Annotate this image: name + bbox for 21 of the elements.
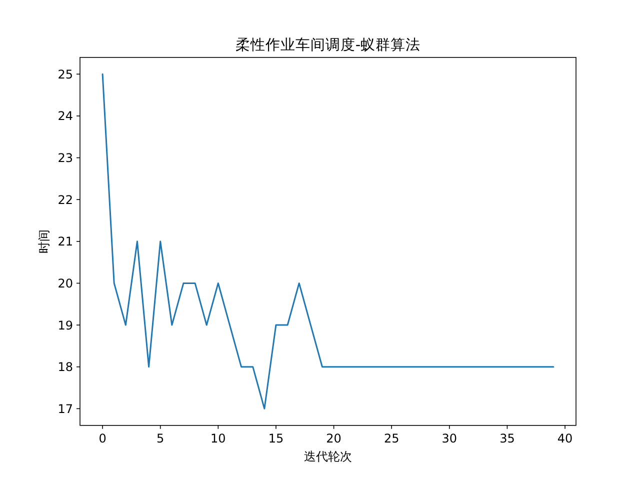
x-tick-label: 20 [326, 431, 342, 446]
y-tick-label: 24 [58, 109, 73, 124]
x-axis-title: 迭代轮次 [304, 449, 352, 464]
y-tick-label: 25 [58, 67, 73, 82]
x-tick-label: 40 [557, 431, 573, 446]
x-tick-label: 25 [384, 431, 400, 446]
y-tick-label: 21 [58, 234, 73, 249]
y-tick-label: 19 [58, 318, 73, 332]
y-tick-label: 23 [58, 151, 73, 166]
y-tick-label: 20 [58, 276, 73, 291]
x-tick-label: 5 [156, 431, 164, 446]
y-tick-label: 22 [58, 192, 73, 207]
x-tick-label: 15 [268, 431, 284, 446]
x-tick-label: 35 [500, 431, 515, 446]
x-tick-label: 30 [442, 431, 458, 446]
y-tick-label: 17 [58, 402, 73, 416]
y-tick-label: 18 [58, 360, 73, 374]
x-tick-label: 10 [210, 431, 226, 446]
y-axis-title: 时间 [37, 229, 51, 254]
chart-title: 柔性作业车间调度-蚁群算法 [235, 36, 421, 54]
x-tick-label: 0 [98, 431, 106, 446]
